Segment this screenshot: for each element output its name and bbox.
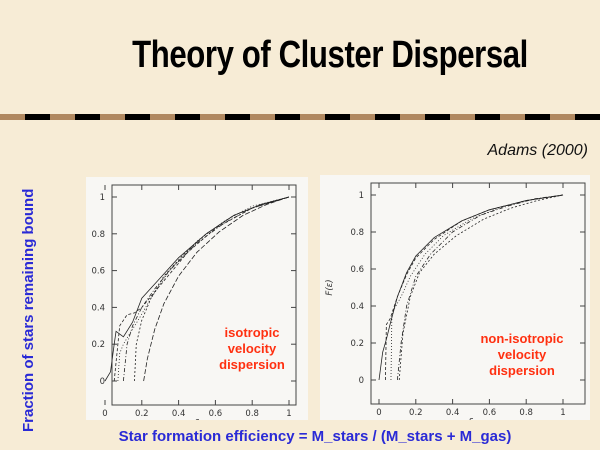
x-tick-label: 0.6	[483, 408, 497, 418]
series-curve-5	[398, 194, 564, 381]
series-curve-4	[123, 196, 290, 382]
x-tick-label: 0.2	[135, 409, 149, 419]
annotation-line: dispersion	[489, 363, 555, 378]
annotation-line: velocity	[228, 341, 277, 356]
y-axis-symbol: F(ε)	[325, 279, 335, 295]
series-curve-4	[397, 194, 564, 381]
chart-isotropic: 0 0.2 0.4 0.6 0.8 1 0 0.2 0.4 0.6 0.8 1 ε isotropicve…	[86, 177, 308, 420]
y-tick-label: 0.6	[91, 267, 105, 277]
y-tick-label: 0.4	[350, 302, 364, 312]
annotation-line: dispersion	[219, 357, 285, 372]
y-tick-label: 0.6	[350, 265, 364, 275]
x-tick-label: 0.8	[519, 408, 533, 418]
y-tick-label: 0.8	[91, 230, 105, 240]
chart-non-isotropic: 0 0.2 0.4 0.6 0.8 1 0 0.2 0.4 0.6 0.8 1 ε F(ε) non-iso…	[320, 175, 590, 420]
x-tick-label: 0.8	[245, 409, 259, 419]
annotation-line: velocity	[498, 347, 547, 362]
x-tick-label: 1	[286, 409, 291, 419]
annotation-line: isotropic	[225, 325, 280, 340]
x-tick-label: 1	[560, 408, 565, 418]
series-curve-5	[134, 196, 290, 382]
x-axis-symbol: ε	[195, 417, 200, 420]
series-curve-6	[143, 196, 290, 382]
y-tick-label: 1	[359, 191, 364, 201]
x-tick-label: 0.6	[209, 409, 223, 419]
y-tick-label: 0.2	[350, 339, 364, 349]
x-axis-symbol: ε	[469, 416, 474, 420]
series-curve-1	[378, 194, 564, 381]
x-tick-label: 0.4	[172, 409, 186, 419]
x-axis-label: Star formation efficiency = M_stars / (M…	[118, 428, 512, 445]
annotation-line: non-isotropic	[480, 331, 563, 346]
x-tick-label: 0.4	[446, 408, 460, 418]
y-tick-label: 0.4	[91, 303, 105, 313]
x-tick-label: 0	[376, 408, 381, 418]
plot-frame	[370, 182, 586, 405]
y-tick-label: 1	[100, 193, 105, 203]
x-tick-label: 0.2	[409, 408, 423, 418]
x-tick-label: 0	[102, 409, 107, 419]
y-tick-label: 0	[359, 376, 364, 386]
series-curve-1	[104, 196, 290, 382]
y-tick-label: 0.2	[91, 340, 105, 350]
y-tick-label: 0.8	[350, 228, 364, 238]
y-axis-label: Fraction of stars remaining bound	[20, 188, 37, 432]
plot-frame	[111, 184, 297, 406]
slide-title: Theory of Cluster Dispersal	[132, 34, 528, 76]
dashed-divider	[0, 114, 600, 120]
y-tick-label: 0	[100, 377, 105, 387]
citation: Adams (2000)	[487, 142, 589, 159]
